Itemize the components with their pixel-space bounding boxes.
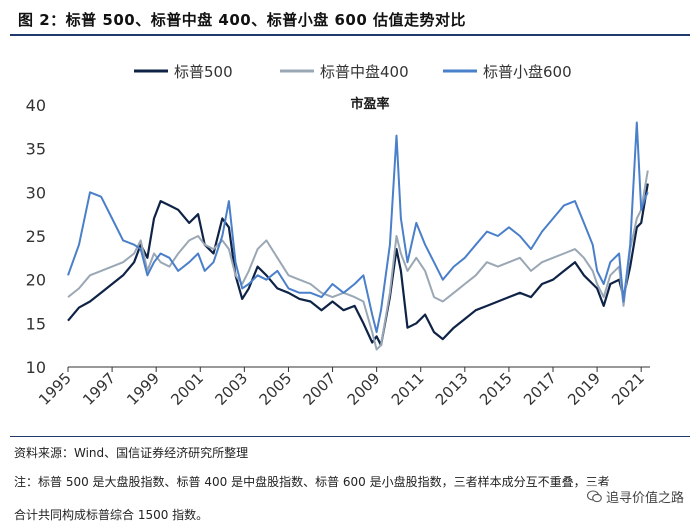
y-tick-label: 20 <box>26 271 46 290</box>
watermark: 追寻价值之路 <box>584 486 686 507</box>
series-group <box>67 121 649 351</box>
x-tick-label: 2019 <box>564 369 604 409</box>
x-tick-label: 2011 <box>388 369 428 409</box>
y-tick-label: 30 <box>26 183 46 202</box>
footnote-line-1: 注：标普 500 是大盘股指数、标普 400 是中盘股指数、标普 600 是小盘… <box>14 475 610 489</box>
y-axis: 10 15 20 25 30 35 40 <box>26 96 46 377</box>
pe-ratio-line-chart: 标普500 标普中盘400 标普小盘600 市盈率 10 15 20 25 30 35 40 1… <box>26 63 650 409</box>
y-tick-label: 35 <box>26 140 46 159</box>
figure-title: 图 2：标普 500、标普中盘 400、标普小盘 600 估值走势对比 <box>18 11 466 29</box>
title-rule <box>10 34 690 36</box>
x-tick-label: 2009 <box>344 369 384 409</box>
chart-legend: 标普500 标普中盘400 标普小盘600 <box>134 63 572 81</box>
watermark-text: 追寻价值之路 <box>605 491 684 506</box>
legend-label-1: 标普500 <box>174 63 233 81</box>
x-tick-label: 2005 <box>256 369 296 409</box>
y-tick-label: 15 <box>26 314 46 333</box>
x-tick-label: 2015 <box>476 369 516 409</box>
wechat-icon <box>586 490 602 503</box>
x-axis: 1995 1997 1999 2001 2003 2005 2007 2009 2011 2013… <box>35 366 650 409</box>
x-tick-label: 2007 <box>300 369 340 409</box>
x-tick-label: 2013 <box>432 369 472 409</box>
series-line-3 <box>67 121 649 334</box>
x-tick-label: 2003 <box>211 369 251 409</box>
source-note: 资料来源：Wind、国信证券经济研究所整理 <box>14 446 249 460</box>
x-tick-label: 2001 <box>167 369 207 409</box>
y-tick-label: 40 <box>26 96 46 115</box>
y-tick-label: 25 <box>26 227 46 246</box>
x-tick-label: 2021 <box>608 369 648 409</box>
footnote-line-2: 合计共同构成标普综合 1500 指数。 <box>14 508 209 522</box>
footer-rule <box>10 436 690 437</box>
x-tick-label: 1997 <box>79 369 119 409</box>
series-line-2 <box>67 170 649 351</box>
legend-label-3: 标普小盘600 <box>483 63 572 81</box>
y-tick-label: 10 <box>26 358 46 377</box>
x-tick-label: 2017 <box>520 369 560 409</box>
chart-title: 市盈率 <box>350 96 389 112</box>
x-tick-label: 1999 <box>123 369 163 409</box>
legend-label-2: 标普中盘400 <box>320 63 409 81</box>
